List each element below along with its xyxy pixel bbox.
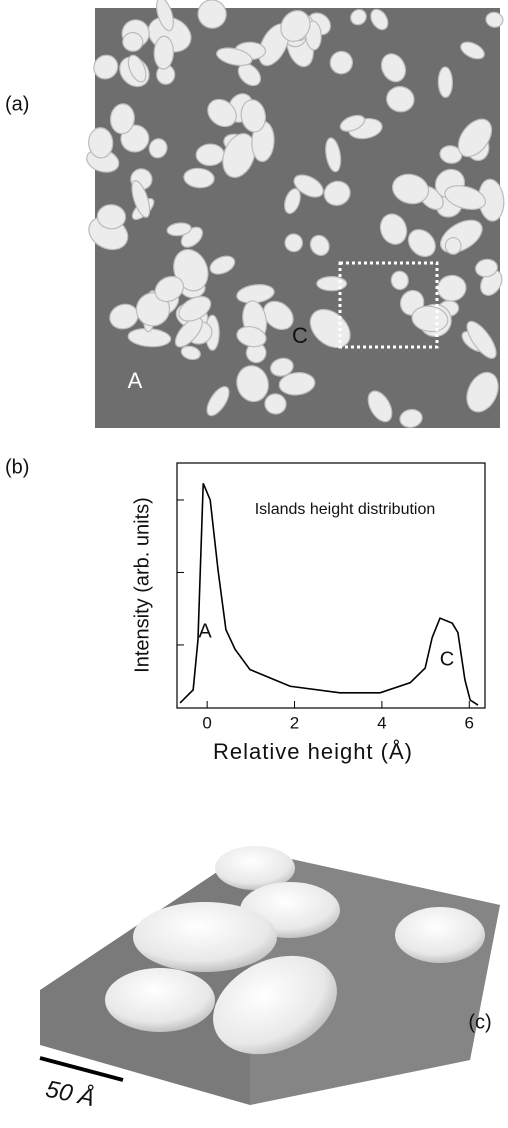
island xyxy=(109,103,135,135)
island xyxy=(174,317,203,348)
islands xyxy=(86,0,505,428)
zoom-box xyxy=(338,261,439,349)
region-label: A xyxy=(128,368,143,393)
island xyxy=(367,390,393,423)
island xyxy=(154,275,185,303)
x-tick-label: 6 xyxy=(465,713,474,732)
annotation: Islands height distribution xyxy=(255,501,436,518)
island xyxy=(293,174,324,198)
island xyxy=(183,167,215,189)
island xyxy=(457,118,493,158)
island xyxy=(350,8,367,26)
island xyxy=(370,8,389,31)
island xyxy=(236,365,269,403)
island xyxy=(236,325,267,348)
island xyxy=(264,393,287,415)
island xyxy=(466,371,499,413)
island xyxy=(216,47,253,67)
island xyxy=(207,98,237,128)
island xyxy=(178,295,212,322)
island xyxy=(411,305,449,333)
island xyxy=(240,99,267,133)
island xyxy=(391,173,430,205)
data-line xyxy=(179,482,479,706)
island xyxy=(269,357,294,377)
x-tick-label: 0 xyxy=(202,713,211,732)
island xyxy=(390,270,409,291)
island xyxy=(316,276,348,292)
island xyxy=(284,188,301,215)
island xyxy=(180,345,201,361)
scale-bar xyxy=(39,1056,124,1082)
island xyxy=(379,213,408,245)
island xyxy=(222,133,256,178)
panel-label: (a) xyxy=(5,93,29,115)
island xyxy=(460,41,485,60)
island xyxy=(284,233,304,253)
island xyxy=(206,386,230,417)
island xyxy=(485,11,504,28)
island xyxy=(437,274,467,302)
island xyxy=(323,180,351,206)
island xyxy=(339,114,366,132)
peak-label: C xyxy=(440,648,454,670)
island xyxy=(439,145,463,164)
island xyxy=(325,137,342,173)
island xyxy=(96,204,127,230)
island xyxy=(407,229,436,258)
island xyxy=(309,234,330,256)
stm-image xyxy=(95,8,500,428)
y-axis-label: Intensity (arb. units) xyxy=(131,497,153,673)
island xyxy=(209,255,236,275)
island xyxy=(88,127,114,159)
island xyxy=(380,53,407,83)
plot-frame xyxy=(176,462,486,709)
island xyxy=(280,10,311,42)
panel-label: (b) xyxy=(5,456,29,478)
island xyxy=(474,258,498,278)
island xyxy=(156,0,174,32)
region-label: C xyxy=(292,323,308,348)
islands-3d xyxy=(105,846,485,1055)
island xyxy=(444,236,462,255)
island xyxy=(466,320,497,359)
island xyxy=(122,31,144,52)
x-tick-label: 4 xyxy=(377,713,386,732)
island xyxy=(437,66,454,99)
island xyxy=(444,185,487,211)
peak-label: A xyxy=(198,620,212,642)
island xyxy=(262,300,294,331)
island xyxy=(131,180,151,218)
island xyxy=(278,372,316,396)
island xyxy=(329,50,354,75)
island xyxy=(127,54,147,83)
island xyxy=(153,35,174,70)
island xyxy=(386,86,415,113)
plot: 0 2 4 6 xyxy=(177,482,479,732)
island xyxy=(166,222,192,237)
island xyxy=(93,54,119,80)
scale-label: 50 Å xyxy=(43,1075,97,1113)
panel-label: (c) xyxy=(468,1011,491,1033)
x-tick-label: 2 xyxy=(290,713,299,732)
island xyxy=(148,138,168,159)
x-axis-label: Relative height (Å) xyxy=(213,739,413,764)
island xyxy=(195,143,225,167)
island xyxy=(399,408,423,428)
island xyxy=(173,248,209,292)
island xyxy=(197,0,227,29)
